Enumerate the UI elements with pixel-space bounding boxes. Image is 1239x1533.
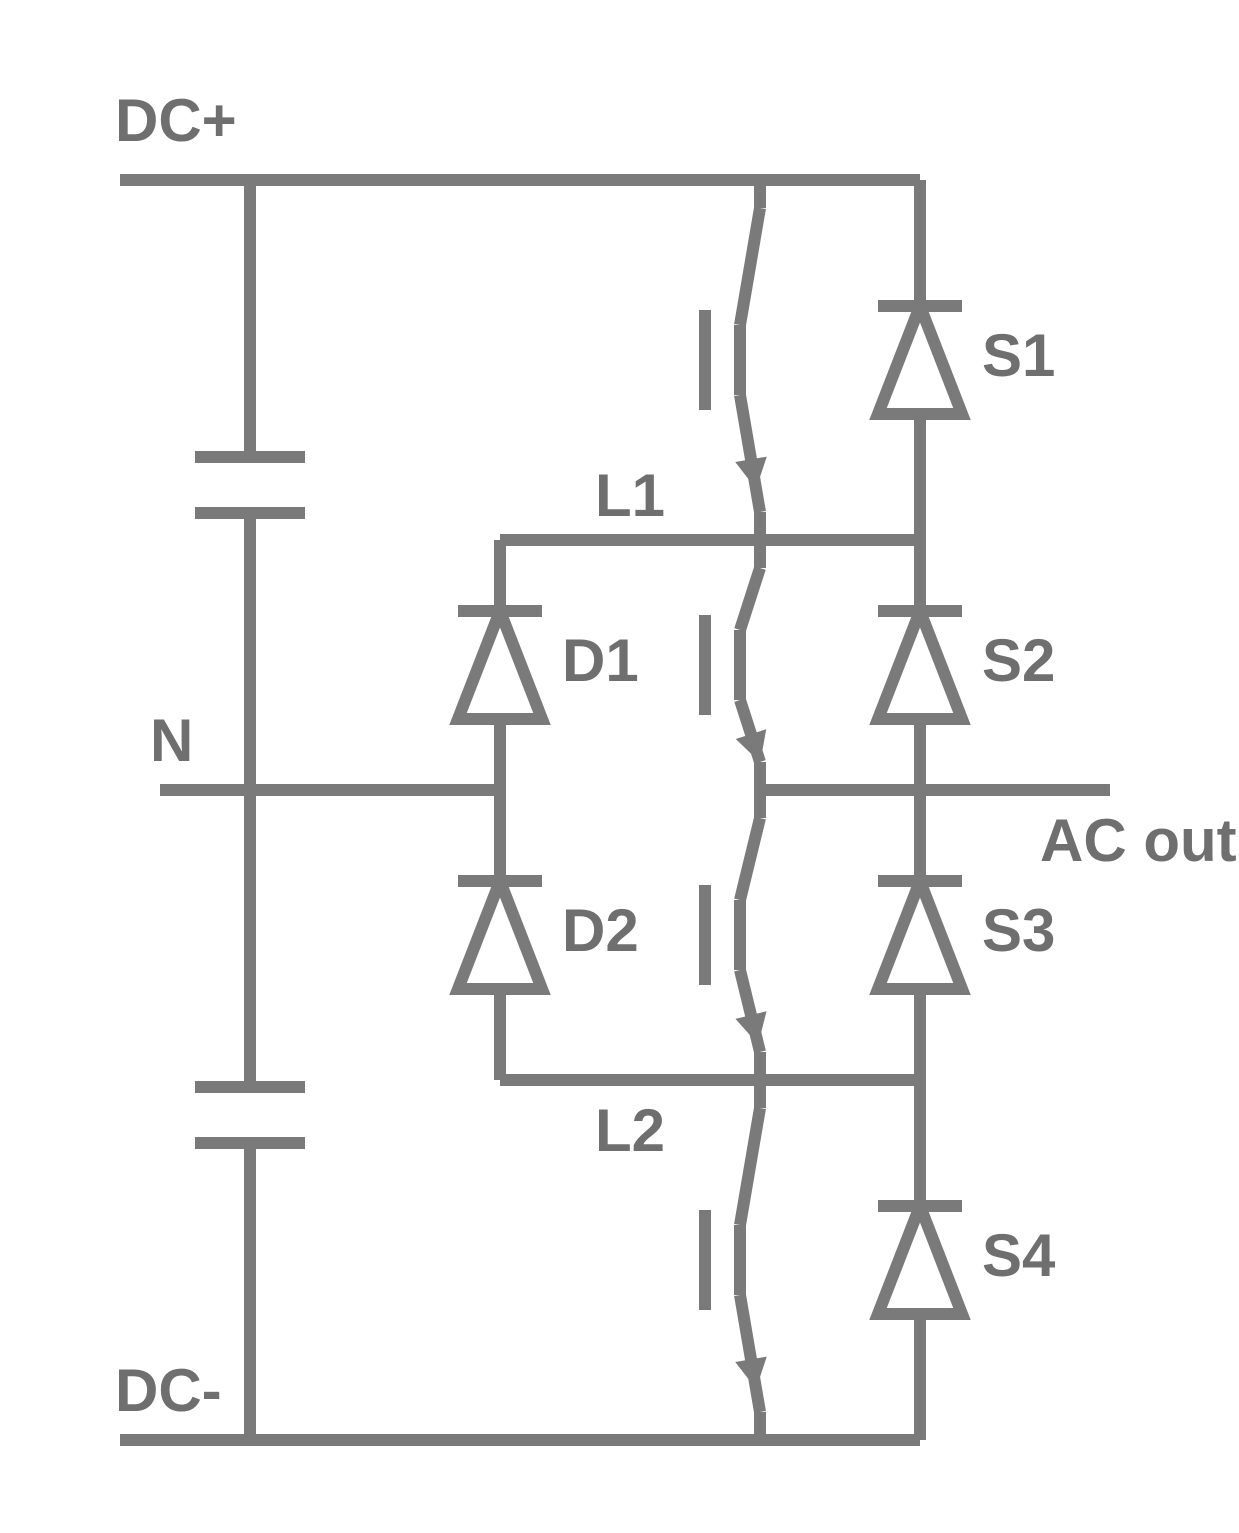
label-D2: D2 (562, 897, 639, 964)
label-L2: L2 (595, 1097, 665, 1164)
label-dc-minus: DC- (115, 1357, 222, 1424)
label-S4: S4 (982, 1222, 1056, 1289)
label-ac-out: AC out (1040, 807, 1237, 874)
label-S3: S3 (982, 897, 1055, 964)
label-neutral: N (150, 707, 193, 774)
label-L1: L1 (595, 462, 665, 529)
label-S2: S2 (982, 627, 1055, 694)
label-D1: D1 (562, 627, 639, 694)
label-dc-plus: DC+ (115, 87, 237, 154)
label-S1: S1 (982, 322, 1055, 389)
